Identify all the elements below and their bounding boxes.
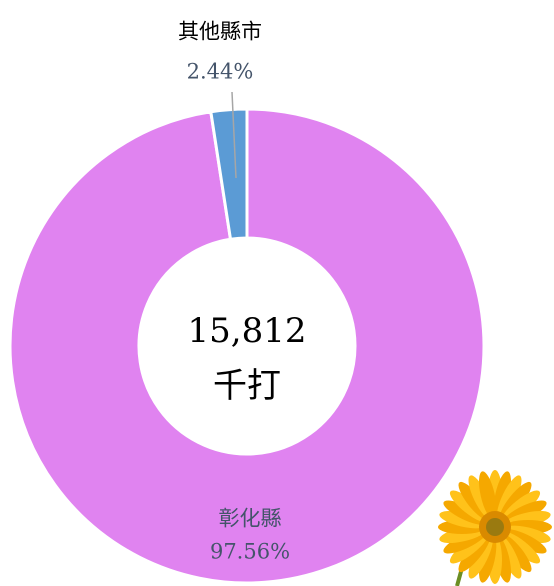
donut-segment	[209, 107, 249, 241]
petal	[478, 471, 497, 519]
donut-segment	[8, 107, 486, 585]
value-label: 2.44%	[187, 60, 254, 84]
petal	[439, 510, 487, 529]
petal	[478, 535, 497, 583]
petal	[503, 525, 551, 544]
leader-line	[231, 91, 237, 179]
center-total: 15,812	[188, 311, 307, 351]
petal	[493, 471, 512, 519]
category-label: 彰化縣	[219, 507, 282, 531]
flower-center	[486, 518, 504, 536]
value-label: 97.56%	[210, 540, 290, 564]
center-unit: 千打	[213, 366, 281, 406]
flower-decoration	[438, 470, 552, 586]
category-label: 其他縣市	[178, 20, 262, 44]
